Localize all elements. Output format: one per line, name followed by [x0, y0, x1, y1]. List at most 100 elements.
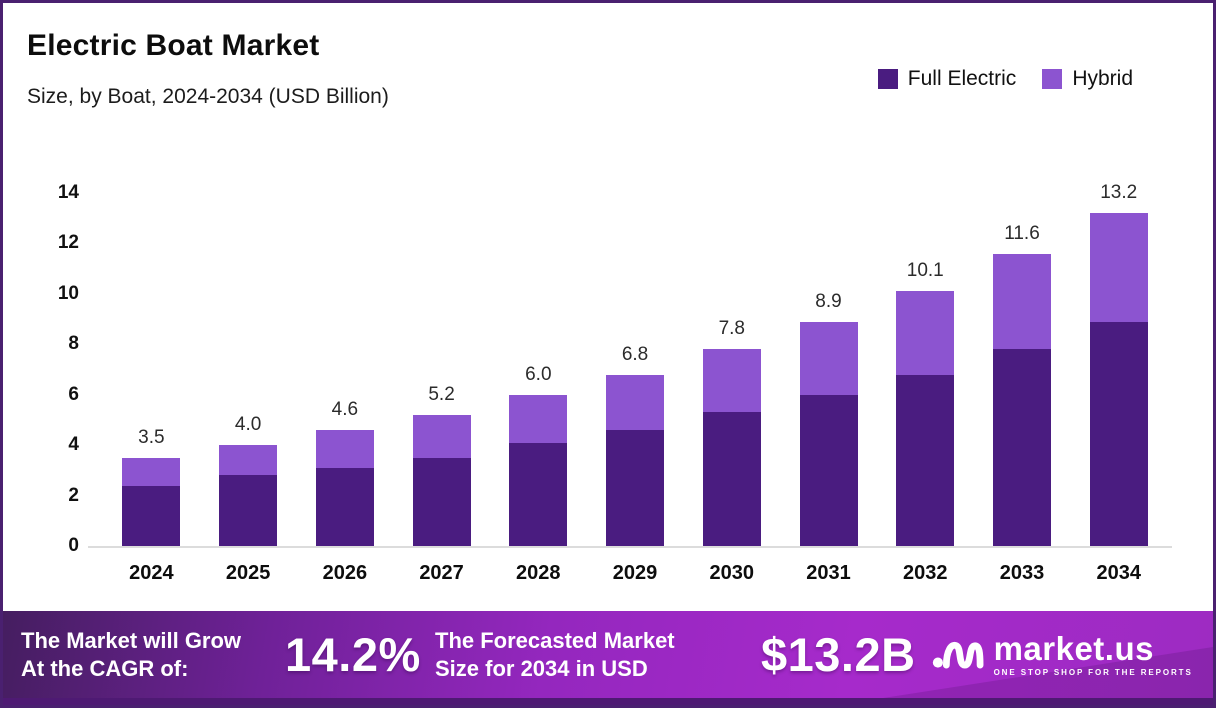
segment-hybrid	[315, 430, 374, 468]
footer-banner-main: The Market will Grow At the CAGR of: 14.…	[3, 611, 1213, 698]
bar-column-2024: 3.5 2024	[103, 193, 200, 584]
banner-bottom-strip	[3, 698, 1213, 705]
y-tick-label: 2	[68, 484, 79, 506]
y-tick-label: 0	[68, 535, 79, 556]
y-tick-label: 6	[68, 383, 79, 405]
bar-total-label: 11.6	[1004, 222, 1040, 244]
legend-item-full-electric: Full Electric	[877, 67, 1017, 91]
bar-total-label: 6.8	[621, 343, 649, 365]
bar-column-2032: 10.1 2032	[877, 193, 974, 584]
segment-hybrid	[122, 457, 181, 486]
segment-full-electric	[992, 349, 1051, 546]
bar-total-label: 7.8	[718, 318, 745, 340]
forecast-value: $13.2B	[761, 628, 916, 681]
segment-full-electric	[219, 475, 278, 546]
plot-area: 3.5 2024 4.0 2025 4.6 2026 5.2 2027 6.0 2028 6.8 20…	[88, 182, 1172, 584]
bar-2032	[896, 291, 955, 546]
bar-total-label: 5.2	[428, 383, 455, 405]
segment-hybrid	[799, 321, 858, 395]
marketus-logo-text: market.us	[993, 630, 1154, 667]
legend-label: Full Electric	[907, 67, 1017, 90]
bar-column-2026: 4.6 2026	[296, 193, 393, 584]
x-tick-label: 2028	[516, 562, 561, 584]
bar-total-label: 4.0	[234, 414, 262, 436]
bar-total-label: 3.5	[138, 426, 165, 448]
legend-item-hybrid: Hybrid	[1042, 67, 1133, 91]
forecast-caption: The Forecasted Market Size for 2034 in U…	[435, 627, 747, 682]
x-tick-label: 2033	[999, 562, 1045, 584]
y-tick-label: 12	[57, 232, 79, 254]
forecast-caption-line2: Size for 2034 in USD	[435, 655, 648, 681]
bar-2028	[509, 394, 568, 546]
x-tick-label: 2032	[902, 562, 948, 584]
segment-hybrid	[702, 349, 761, 413]
y-tick-label: 10	[57, 282, 79, 304]
forecast-caption-line1: The Forecasted Market	[435, 628, 675, 653]
hybrid-swatch-icon	[1042, 69, 1063, 89]
marketus-logo-text-block: market.us ONE STOP SHOP FOR THE REPORTS	[994, 632, 1193, 677]
footer-banner: The Market will Grow At the CAGR of: 14.…	[3, 611, 1213, 705]
segment-full-electric	[606, 430, 665, 546]
bar-2033	[992, 253, 1051, 546]
y-tick-label: 4	[68, 434, 79, 456]
bar-column-2025: 4.0 2025	[200, 193, 297, 584]
segment-full-electric	[702, 412, 761, 546]
segment-hybrid	[992, 253, 1051, 350]
marketus-logo: market.us ONE STOP SHOP FOR THE REPORTS	[932, 632, 1193, 677]
legend: Full Electric Hybrid	[877, 67, 1133, 91]
segment-full-electric	[1089, 321, 1148, 546]
segment-full-electric	[412, 457, 471, 546]
y-tick-label: 14	[57, 182, 79, 203]
bar-2029	[606, 374, 665, 546]
page-subtitle: Size, by Boat, 2024-2034 (USD Billion)	[27, 85, 389, 108]
x-tick-label: 2026	[322, 562, 368, 584]
bar-column-2033: 11.6 2033	[974, 193, 1071, 584]
bar-total-label: 10.1	[906, 260, 944, 282]
legend-label: Hybrid	[1072, 67, 1133, 90]
bar-2026	[315, 430, 374, 546]
segment-hybrid	[412, 414, 471, 458]
full-electric-swatch-icon	[877, 69, 898, 89]
y-axis: 14 12 10 8 6 4 2 0	[3, 182, 79, 556]
segment-full-electric	[896, 374, 955, 546]
segment-full-electric	[509, 442, 568, 546]
bar-column-2027: 5.2 2027	[393, 193, 490, 584]
x-tick-label: 2030	[709, 562, 755, 584]
cagr-caption-line1: The Market will Grow	[21, 628, 242, 653]
segment-hybrid	[606, 374, 665, 431]
segment-full-electric	[315, 467, 374, 546]
x-tick-label: 2029	[612, 562, 658, 584]
x-tick-label: 2027	[419, 562, 464, 584]
x-tick-label: 2025	[225, 562, 271, 584]
bar-total-label: 4.6	[331, 399, 359, 421]
cagr-caption-line2: At the CAGR of:	[21, 655, 189, 681]
bar-total-label: 8.9	[815, 290, 842, 312]
marketus-squiggle-icon	[932, 641, 984, 669]
cagr-caption: The Market will Grow At the CAGR of:	[21, 627, 285, 682]
x-tick-label: 2024	[129, 562, 174, 584]
x-tick-label: 2034	[1096, 562, 1141, 584]
x-tick-label: 2031	[806, 562, 851, 584]
bar-total-label: 6.0	[525, 363, 552, 385]
bar-column-2029: 6.8 2029	[587, 193, 684, 584]
bar-column-2031: 8.9 2031	[780, 193, 877, 584]
bar-2034	[1089, 213, 1148, 546]
bar-2027	[412, 414, 471, 546]
segment-full-electric	[122, 485, 181, 546]
bar-2030	[702, 349, 761, 546]
segment-hybrid	[896, 291, 955, 375]
segment-hybrid	[219, 445, 278, 476]
bar-column-2034: 13.2 2034	[1070, 182, 1167, 584]
page-title: Electric Boat Market	[27, 29, 320, 62]
bar-column-2028: 6.0 2028	[490, 193, 587, 584]
bar-2031	[799, 321, 858, 546]
bar-columns: 3.5 2024 4.0 2025 4.6 2026 5.2 2027 6.0 2028 6.8 20…	[103, 182, 1167, 584]
segment-full-electric	[799, 394, 858, 546]
cagr-value: 14.2%	[285, 628, 421, 681]
bar-column-2030: 7.8 2030	[683, 193, 780, 584]
segment-hybrid	[509, 394, 568, 443]
segment-hybrid	[1089, 213, 1148, 322]
x-axis-line	[88, 546, 1172, 548]
bar-2024	[122, 457, 181, 546]
